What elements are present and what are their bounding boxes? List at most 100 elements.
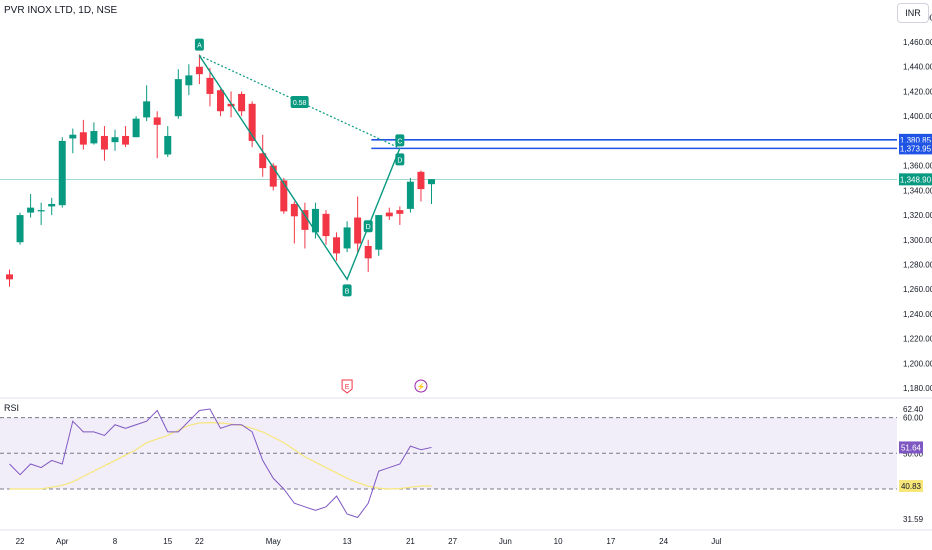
time-tick-label: 13 — [343, 537, 352, 546]
candle-body — [206, 77, 214, 94]
point-a-label: A — [197, 43, 202, 50]
candle-body — [195, 66, 203, 75]
candle-body — [122, 135, 130, 145]
candle-body — [132, 118, 140, 138]
candle-body — [37, 210, 45, 212]
candle-body — [333, 237, 341, 254]
candle-body — [79, 132, 87, 145]
candle-body — [227, 103, 235, 107]
candles-layer — [6, 54, 435, 287]
rsi-layer — [9, 408, 432, 519]
rsi-line — [9, 408, 432, 519]
price-tick-label: 1,280.00 — [903, 261, 932, 270]
point-c-badge — [395, 134, 405, 147]
candle-body — [290, 203, 298, 217]
last-price-badge: 1,348.90 — [900, 175, 932, 184]
point-d-label: D — [397, 157, 402, 164]
symbol-title[interactable]: PVR INOX LTD, 1D, NSE — [4, 5, 118, 16]
price-levels — [0, 139, 897, 180]
price-tick-label: 1,260.00 — [903, 285, 932, 294]
candle-body — [143, 101, 151, 118]
events-layer: E ⚡ — [341, 379, 428, 394]
price-tick-label: 1,240.00 — [903, 310, 932, 319]
point-a-badge — [194, 38, 204, 51]
point-d-badge — [395, 153, 405, 166]
rsi-tick-label: 62.40 — [903, 405, 924, 414]
candle-body — [69, 134, 77, 139]
candle-body — [153, 117, 161, 125]
pattern-marker-label: D — [366, 224, 371, 231]
candle-body — [311, 208, 319, 233]
time-tick-label: Apr — [56, 537, 69, 546]
rsi-tick-label: 50.00 — [903, 449, 924, 458]
candle-body — [90, 131, 98, 144]
price-tick-label: 1,220.00 — [903, 335, 932, 344]
ratio-label: 0.58 — [293, 100, 307, 107]
level-badge-bg — [899, 142, 932, 155]
candle-body — [248, 103, 256, 141]
candle-body — [238, 93, 246, 112]
rsi-value-badge: 51.64 — [901, 443, 922, 452]
time-tick-label: 22 — [16, 537, 25, 546]
abcd-ratio-line — [199, 55, 401, 149]
candle-body — [16, 215, 24, 243]
candle-body — [259, 153, 267, 169]
candle-body — [48, 203, 56, 207]
point-b-label: B — [345, 288, 350, 295]
candle-body — [343, 227, 351, 249]
candle-body — [322, 213, 330, 237]
candle-body — [58, 140, 66, 206]
rsi-value-badge-bg — [899, 441, 923, 454]
rsi-tick-label: 60.00 — [903, 414, 924, 423]
event-label: E — [345, 384, 350, 391]
price-tick-label: 1,460.00 — [903, 38, 932, 47]
rsi-ma-line — [9, 422, 432, 490]
candle-body — [375, 215, 383, 250]
candle-body — [217, 90, 224, 112]
rsi-tick-label: 31.59 — [903, 515, 924, 524]
candle-body — [364, 245, 372, 259]
rsi-pane-label[interactable]: RSI — [4, 403, 20, 413]
time-tick-label: 21 — [406, 537, 415, 546]
candle-body — [174, 79, 182, 117]
rsi-band — [0, 417, 897, 489]
price-tick-label: 1,340.00 — [903, 186, 932, 195]
last-price-badge-bg — [899, 173, 932, 186]
price-tick-label: 1,320.00 — [903, 211, 932, 220]
price-tick-label: 1,180.00 — [903, 384, 932, 393]
time-tick-label: 8 — [113, 537, 118, 546]
ratio-badge — [290, 95, 309, 108]
candle-body — [27, 207, 35, 213]
price-tick-label: 1,400.00 — [903, 112, 932, 121]
time-tick-label: 24 — [659, 537, 668, 546]
time-tick-label: Jun — [499, 537, 512, 546]
candle-body — [269, 165, 277, 187]
level-badge: 1,373.95 — [900, 144, 932, 153]
candle-body — [6, 274, 13, 280]
candle-body — [164, 135, 172, 155]
time-tick-label: 27 — [448, 537, 457, 546]
earnings-event-icon — [341, 379, 353, 394]
price-tick-label: 1,300.00 — [903, 236, 932, 245]
candle-body — [185, 75, 193, 86]
level-badge: 1,380.85 — [900, 136, 932, 145]
candle-body — [406, 181, 414, 209]
point-c-label: C — [397, 138, 402, 145]
time-tick-label: 15 — [163, 537, 172, 546]
candle-body — [385, 212, 393, 217]
currency-button[interactable]: INR — [897, 3, 929, 23]
time-tick-label: Jul — [711, 537, 721, 546]
candle-body — [428, 179, 435, 185]
point-b-badge — [342, 284, 352, 297]
candle-body — [396, 210, 404, 214]
price-tick-label: 1,200.00 — [903, 359, 932, 368]
pattern-marker-badge — [363, 220, 373, 233]
abcd-leg-line — [198, 55, 401, 281]
candle-body — [100, 135, 108, 150]
candle-body — [354, 217, 362, 244]
candle-body — [417, 171, 425, 190]
candle-body — [111, 137, 119, 143]
time-tick-label: 17 — [606, 537, 615, 546]
pattern-layer: 0.58 A B C D D — [194, 38, 405, 297]
